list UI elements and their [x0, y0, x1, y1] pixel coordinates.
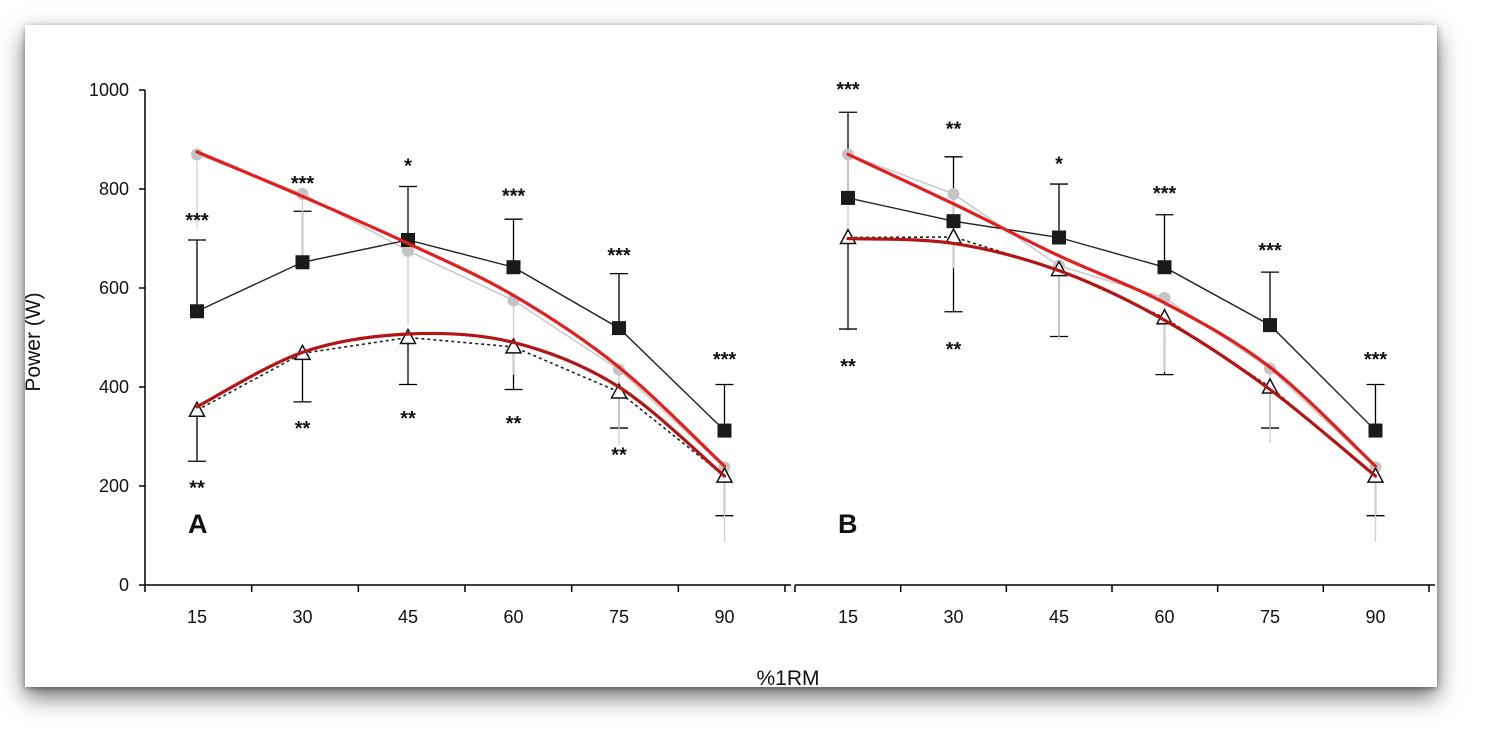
fit-curve-2 [195, 331, 727, 478]
marker-circle [947, 187, 960, 200]
x-tick-label: 45 [398, 607, 418, 627]
series-layer [188, 111, 1385, 542]
series-line-triangle [196, 336, 725, 477]
x-tick-label: 45 [1049, 607, 1069, 627]
x-tick-label: 60 [1154, 607, 1174, 627]
fit-curve-2 [846, 236, 1378, 478]
x-tick-label: 30 [292, 607, 312, 627]
marker-square [1052, 230, 1066, 245]
significance-label: ** [611, 444, 627, 466]
significance-label: *** [1258, 240, 1282, 262]
marker-circle [191, 148, 203, 161]
significance-label: *** [713, 349, 737, 371]
y-tick-label: 200 [99, 476, 129, 496]
marker-square [1263, 318, 1277, 333]
significance-label: *** [185, 210, 209, 232]
y-axis-title: Power (W) [25, 292, 45, 391]
significance-label: *** [1364, 349, 1388, 371]
x-axis-title: %1RM [756, 667, 819, 687]
panel-label-b: B [838, 509, 858, 539]
figure-card: 0 200 400 600 800 1000 15 30 45 60 75 90 A 15 30 45 60 75… [25, 25, 1437, 687]
marker-square [1368, 423, 1383, 438]
marker-square [717, 423, 732, 438]
marker-triangle [944, 227, 963, 244]
panel-label-a: A [188, 509, 208, 539]
significance-label: ** [295, 418, 311, 440]
significance-label: ** [946, 119, 962, 141]
significance-label: *** [607, 245, 631, 267]
y-tick-label: 0 [119, 575, 129, 595]
marker-square [1157, 260, 1172, 275]
marker-square [190, 304, 204, 319]
series-line-square [847, 197, 1376, 432]
y-tick-label: 1000 [89, 80, 129, 100]
marker-triangle [188, 400, 206, 418]
x-tick-label: 75 [609, 607, 629, 627]
significance-label: ** [840, 356, 856, 378]
series-line-circle [196, 153, 726, 468]
significance-label: *** [1153, 183, 1177, 205]
significance-label: ** [189, 477, 205, 499]
significance-label: * [1055, 153, 1063, 175]
significance-label: ** [506, 413, 522, 435]
y-tick-label: 800 [99, 179, 129, 199]
series-line-triangle [847, 236, 1377, 477]
x-tick-label: 15 [187, 607, 207, 627]
chart-svg: 0 200 400 600 800 1000 15 30 45 60 75 90 A 15 30 45 60 75… [25, 79, 1435, 687]
axes-layer: 0 200 400 600 800 1000 15 30 45 60 75 90 A 15 30 45 60 75… [89, 80, 1435, 627]
annotation-layer: ****************************************… [185, 79, 1387, 499]
marker-square [946, 214, 961, 229]
significance-label: ** [946, 339, 962, 361]
significance-label: * [404, 156, 412, 178]
x-tick-label: 90 [714, 607, 734, 627]
x-tick-label: 30 [943, 607, 963, 627]
x-tick-label: 60 [503, 607, 523, 627]
marker-square [841, 190, 855, 205]
marker-triangle [399, 327, 417, 345]
marker-circle [402, 244, 414, 257]
significance-label: ** [400, 408, 416, 430]
fit-curve-1 [195, 150, 727, 468]
x-tick-label: 15 [838, 607, 858, 627]
significance-label: *** [291, 173, 315, 195]
marker-square [295, 255, 310, 270]
fit-curve-1 [846, 152, 1378, 468]
y-tick-label: 600 [99, 278, 129, 298]
series-line-circle [847, 153, 1377, 468]
x-tick-label: 90 [1365, 607, 1385, 627]
series-line-square [196, 239, 725, 432]
y-tick-label: 400 [99, 377, 129, 397]
x-tick-label: 75 [1260, 607, 1280, 627]
fit-layer [195, 150, 1378, 478]
marker-triangle [504, 337, 523, 354]
marker-square [612, 321, 626, 336]
significance-label: *** [836, 79, 860, 101]
significance-label: *** [502, 185, 526, 207]
marker-square [506, 260, 521, 275]
marker-triangle [839, 227, 857, 245]
